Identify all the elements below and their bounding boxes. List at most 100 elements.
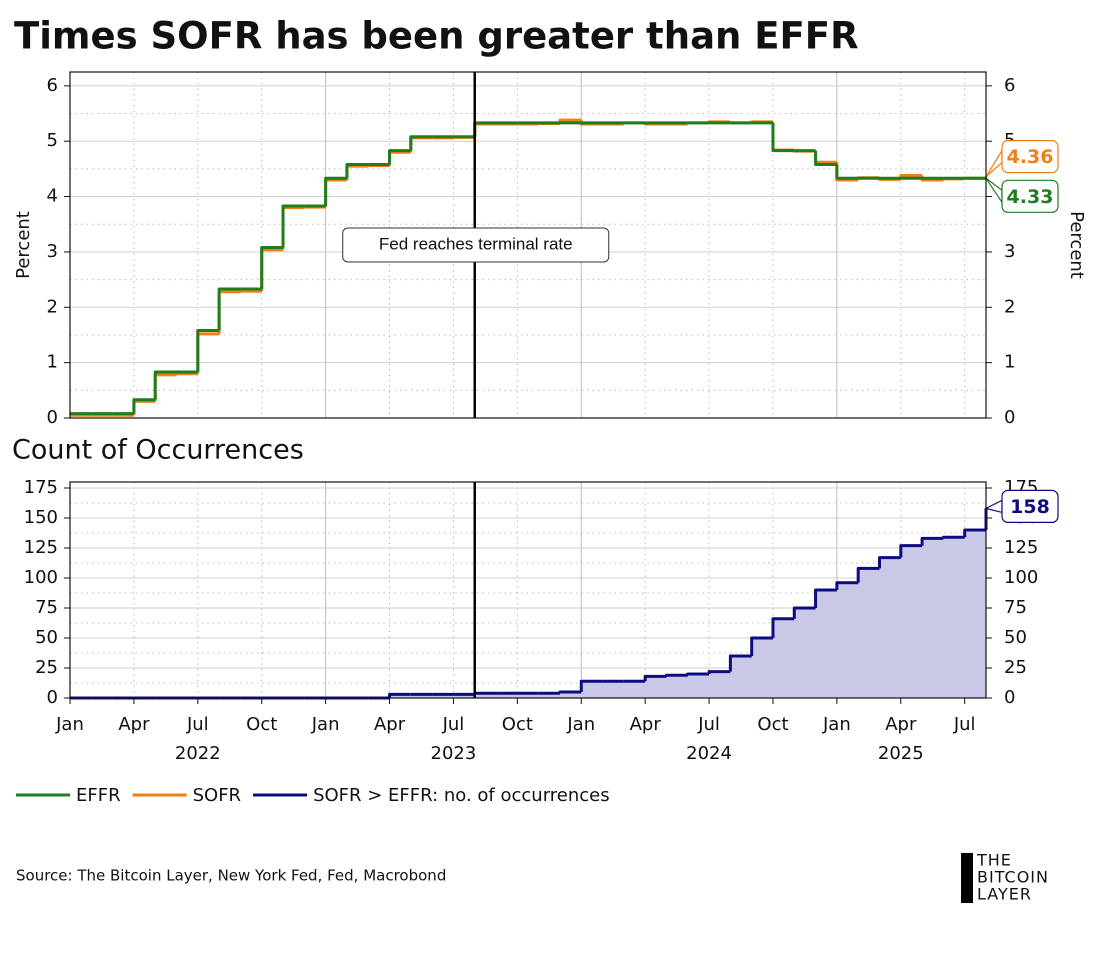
y-tick-label: 3 [47,241,58,262]
line-segment [899,544,923,558]
line-segment [835,581,859,590]
line-segment [196,329,220,373]
area-segment [922,538,944,698]
line-segment [771,617,795,638]
logo-bar [961,853,973,903]
x-tick-label: Jul [442,714,465,735]
y-tick-label: 150 [24,507,58,528]
logo-text: THE [976,851,1012,870]
area-segment [517,693,540,698]
end-value-label: 158 [1010,496,1050,518]
area-segment [709,671,731,698]
y2-tick-label: 0 [1004,407,1015,428]
logo-text: BITCOIN [977,868,1049,887]
panel: 0255075100125150175025507510012515017515… [24,477,1059,764]
y2-tick-label: 3 [1004,241,1015,262]
source: Source: The Bitcoin Layer, New York Fed,… [16,867,446,885]
line-segment [814,588,837,608]
logo-text: LAYER [977,885,1032,904]
area-segment [432,694,454,698]
area-segment [645,676,667,698]
y-tick-label: 0 [47,407,58,428]
line-segment [707,670,731,674]
legend-label: EFFR [76,785,121,806]
area-segment [666,675,689,698]
area-segment [602,681,625,698]
callout-pointer [985,177,1003,205]
y2-tick-label: 100 [1004,567,1038,588]
x-tick-label: Jul [953,714,976,735]
line-segment [324,176,347,206]
y-tick-label: 25 [35,657,58,678]
area-segment [538,693,561,698]
area-segment [943,537,966,698]
line-segment [920,536,944,546]
line-segment [388,149,411,165]
area-segment [474,693,497,698]
y-tick-label: 1 [47,352,58,373]
x-tick-label: Jul [186,714,209,735]
callout-box [1001,140,1059,174]
line-segment [686,672,710,676]
area-segment [879,557,902,698]
line-segment [792,606,816,619]
line-segment [473,691,497,695]
line-segment [771,122,795,153]
line-segment [281,204,305,248]
page-title: Times SOFR has been greater than EFFR [14,15,859,58]
area-segment [581,681,604,698]
line-segment [132,398,156,414]
x-tick-label: Apr [630,714,662,735]
area-segment [687,674,710,698]
x-tick-label: Jan [822,714,851,735]
line-segment [217,287,241,331]
plot-frame [69,71,987,419]
panel-title: Count of Occurrences [12,435,304,466]
y2-tick-label: 2 [1004,296,1015,317]
area-segment [900,545,923,698]
end-value-label: 4.33 [1007,186,1054,208]
line-segment [409,135,433,151]
line-segment [814,150,837,166]
line-segment [835,164,859,180]
area-segment [815,590,838,698]
area-segment [858,568,880,698]
line-segment [664,673,688,677]
x-tick-label: Apr [118,714,150,735]
year-label: 2024 [686,743,732,764]
y2-tick-label: 75 [1004,597,1027,618]
x-tick-label: Jan [566,714,595,735]
area-segment [772,618,795,698]
line-segment [877,556,901,569]
area-segment [794,608,817,698]
area-segment [623,681,646,698]
y-tick-label: 4 [47,186,58,207]
x-tick-label: Oct [502,714,533,735]
line-segment [728,654,752,672]
line-segment [750,636,773,656]
y-tick-label: 125 [24,537,58,558]
legend-label: SOFR > EFFR: no. of occurrences [313,785,610,806]
panel: 01234560123456PercentPercent4.334.36Fed … [13,71,1087,428]
y-tick-label: 2 [47,296,58,317]
area-segment [730,656,753,698]
year-label: 2025 [878,743,924,764]
x-tick-label: Oct [757,714,788,735]
y-tick-label: 175 [24,477,58,498]
legend: EFFR SOFR SOFR > EFFR: no. of occurrences [16,785,610,806]
line-segment [941,535,965,539]
annotation-text: Fed reaches terminal rate [379,234,573,253]
area-segment [389,694,412,698]
callout-box [1001,489,1059,523]
callout-pointer [985,148,1003,178]
area-segment [453,694,476,698]
area-segment [964,530,987,698]
x-tick-label: Oct [246,714,277,735]
year-label: 2022 [175,743,221,764]
y2-axis-label: Percent [1066,211,1087,279]
x-tick-label: Apr [885,714,917,735]
y-tick-label: 75 [35,597,58,618]
y2-tick-label: 125 [1004,537,1038,558]
